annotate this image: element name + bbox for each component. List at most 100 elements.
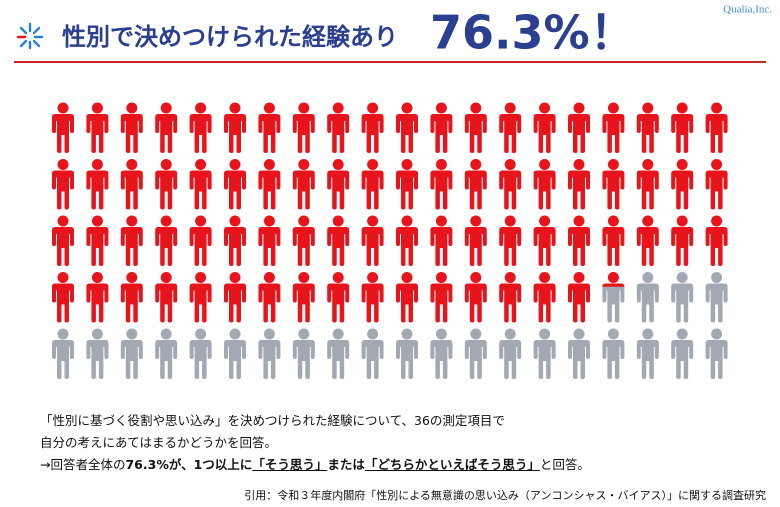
icon-head xyxy=(263,159,275,170)
person-icon xyxy=(705,159,728,210)
icon-body xyxy=(361,114,384,153)
icon-head xyxy=(126,102,138,114)
icon-body xyxy=(258,227,281,266)
person-icon xyxy=(671,102,694,153)
icon-body xyxy=(396,170,418,210)
icon-head xyxy=(126,272,138,283)
icon-head xyxy=(298,102,310,114)
icon-body xyxy=(499,114,522,153)
person-icon xyxy=(155,159,178,210)
icon-body xyxy=(292,340,315,379)
icon-head xyxy=(263,328,275,340)
icon-head xyxy=(91,159,103,170)
icon-body xyxy=(464,340,487,379)
person-icon xyxy=(86,215,109,266)
person-icon xyxy=(224,328,246,379)
icon-body xyxy=(464,170,487,210)
person-icon xyxy=(120,215,143,266)
person-icon xyxy=(396,215,418,266)
person-icon xyxy=(361,328,384,379)
icon-body xyxy=(155,227,178,266)
icon-body xyxy=(602,227,625,266)
icon-head xyxy=(573,272,585,283)
icon-head xyxy=(470,159,482,170)
icon-head xyxy=(642,102,654,114)
icon-body xyxy=(52,340,74,379)
icon-body xyxy=(396,283,418,323)
icon-head xyxy=(263,215,275,227)
icon-body xyxy=(189,227,212,266)
citation: 引用：令和３年度内閣府「性別による無意識の思い込み（アンコンシャス・バイアス）」… xyxy=(244,488,766,502)
icon-body xyxy=(568,170,590,210)
person-icon xyxy=(52,328,74,379)
icon-head xyxy=(126,159,138,170)
icon-body xyxy=(499,283,522,323)
person-icon xyxy=(361,272,384,323)
person-icon xyxy=(189,215,212,266)
icon-head xyxy=(539,102,551,114)
text: 「そう思う」 xyxy=(252,457,328,472)
icon-body xyxy=(636,170,659,210)
icon-body xyxy=(258,114,281,153)
icon-head xyxy=(195,215,207,227)
person-icon xyxy=(155,215,178,266)
icon-head xyxy=(91,102,103,114)
person-icon xyxy=(258,328,281,379)
person-icon xyxy=(327,328,350,379)
person-icon xyxy=(52,159,74,210)
icon-body xyxy=(568,340,590,379)
person-icon xyxy=(189,159,212,210)
person-icon xyxy=(292,215,315,266)
icon-body xyxy=(533,170,556,210)
icon-head xyxy=(401,159,413,170)
icon-body xyxy=(396,340,418,379)
icon-head xyxy=(642,215,654,227)
icon-body xyxy=(533,340,556,379)
person-icon xyxy=(499,159,522,210)
description-line: 「性別に基づく役割や思い込み」を決めつけられた経験について、36の測定項目で xyxy=(40,413,505,428)
icon-head xyxy=(539,328,551,340)
logo-icon xyxy=(16,22,44,50)
headline-value: 76.3%！ xyxy=(430,6,636,60)
person-icon xyxy=(430,102,453,153)
icon-body xyxy=(671,340,694,379)
person-icon xyxy=(533,272,556,323)
icon-body xyxy=(120,283,143,323)
icon-body xyxy=(671,227,694,266)
icon-body xyxy=(155,340,178,379)
icon-head xyxy=(573,159,585,170)
icon-head xyxy=(676,215,688,227)
icon-head xyxy=(91,215,103,227)
icon-head xyxy=(504,102,516,114)
chart-title: 性別で決めつけられた経験あり xyxy=(62,23,398,51)
icon-head xyxy=(607,328,619,340)
person-icon xyxy=(499,102,522,153)
person-icon xyxy=(636,159,659,210)
person-icon xyxy=(464,159,487,210)
icon-head xyxy=(332,215,344,227)
text: 「どちらかといえばそう思う」 xyxy=(364,457,540,472)
icon-head xyxy=(229,215,241,227)
icon-head xyxy=(229,272,241,283)
person-icon xyxy=(705,215,728,266)
person-icon xyxy=(361,102,384,153)
icon-head xyxy=(195,102,207,114)
icon-body xyxy=(602,170,625,210)
person-icon xyxy=(224,272,246,323)
icon-body xyxy=(705,114,728,153)
icon-head xyxy=(367,328,379,340)
person-icon xyxy=(636,272,659,323)
icon-body xyxy=(155,170,178,210)
icon-head xyxy=(401,215,413,227)
person-icon xyxy=(224,159,246,210)
person-icon xyxy=(120,272,143,323)
icon-body xyxy=(430,114,453,153)
person-icon xyxy=(430,272,453,323)
person-icon xyxy=(533,102,556,153)
person-icon xyxy=(705,272,728,323)
icon-head xyxy=(504,215,516,227)
icon-head xyxy=(676,159,688,170)
person-icon xyxy=(258,102,281,153)
icon-head xyxy=(573,215,585,227)
